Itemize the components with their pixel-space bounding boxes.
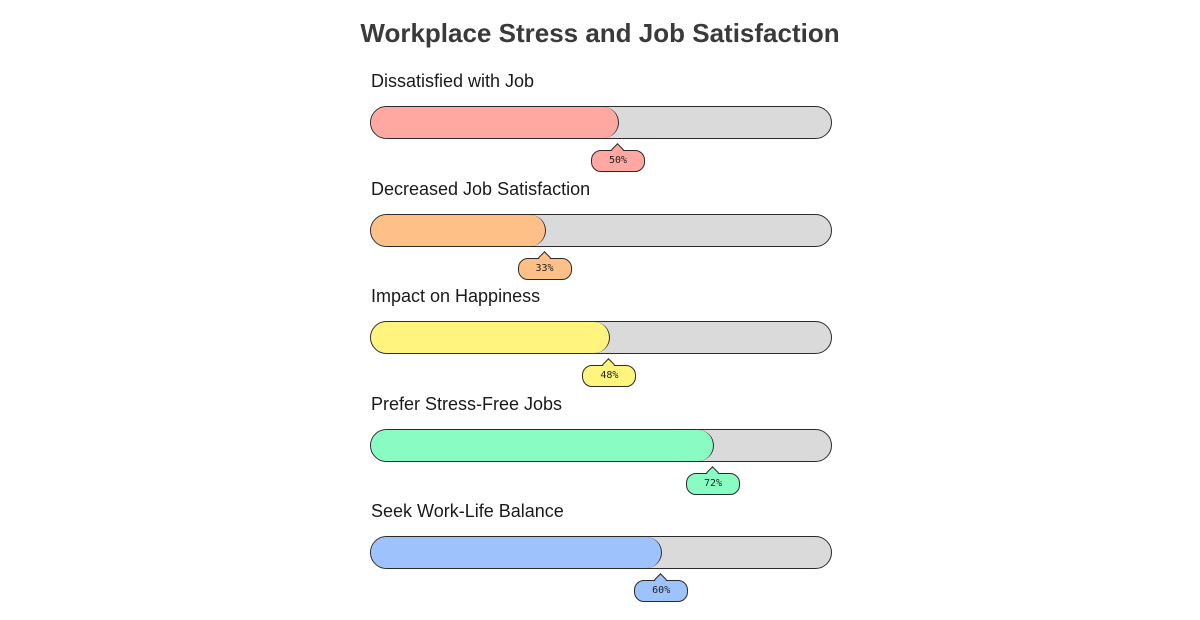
bar-label: Prefer Stress-Free Jobs xyxy=(371,393,563,414)
progress-row: Impact on Happiness 48% xyxy=(370,286,832,387)
bar-track xyxy=(370,321,832,354)
progress-row: Seek Work-Life Balance 60% xyxy=(370,501,832,602)
bar-label: Decreased Job Satisfaction xyxy=(371,178,591,199)
bar-fill xyxy=(371,107,619,138)
bar-track xyxy=(370,536,832,569)
value-bubble: 48% xyxy=(582,365,637,387)
bar-label: Impact on Happiness xyxy=(371,286,541,306)
bar-track xyxy=(370,106,832,139)
progress-row: Prefer Stress-Free Jobs 72% xyxy=(370,393,832,495)
value-bubble: 60% xyxy=(634,580,689,602)
bar-fill xyxy=(371,537,663,568)
chart-title: Workplace Stress and Job Satisfaction xyxy=(360,18,840,48)
bar-track xyxy=(370,213,832,247)
bar-fill xyxy=(371,429,715,461)
value-bubble: 72% xyxy=(686,472,741,495)
value-bubble: 50% xyxy=(591,150,645,172)
bar-fill xyxy=(371,322,611,353)
progress-row: Decreased Job Satisfaction 33% xyxy=(370,178,832,280)
value-bubble: 33% xyxy=(517,257,572,280)
bar-label: Dissatisfied with Job xyxy=(371,71,535,91)
bar-fill xyxy=(371,214,546,246)
bar-track xyxy=(370,428,832,462)
progress-row: Dissatisfied with Job 50% xyxy=(370,71,832,172)
bar-label: Seek Work-Life Balance xyxy=(371,501,564,521)
